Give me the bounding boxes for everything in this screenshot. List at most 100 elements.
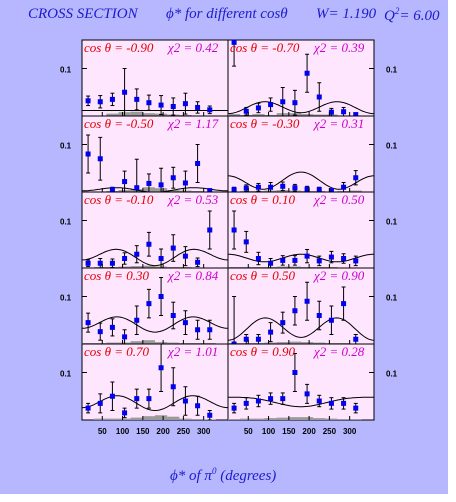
data-point: [280, 99, 286, 105]
systematic-bar: [94, 418, 107, 420]
data-point: [268, 184, 274, 190]
data-point: [195, 403, 201, 409]
systematic-bar: [288, 417, 301, 420]
data-point: [122, 256, 128, 261]
cos-theta-label: cos θ = -0.30: [230, 116, 300, 131]
fit-curve: [228, 396, 374, 408]
data-point: [353, 175, 359, 181]
data-point: [195, 259, 201, 265]
data-point: [231, 39, 237, 45]
data-point: [158, 102, 164, 108]
panel-grid: 0.1 cos θ = -0.90 χ2 = 0.42 0.1 cos θ = -0.7…: [60, 39, 398, 436]
x-tick-label: 200: [302, 427, 316, 436]
x-tick-label: 50: [244, 427, 253, 436]
data-point: [243, 108, 249, 114]
data-point: [231, 187, 237, 193]
data-point: [182, 398, 188, 404]
data-point: [280, 320, 286, 326]
data-point: [134, 317, 140, 323]
systematic-bar: [252, 418, 265, 420]
data-point: [85, 405, 91, 411]
data-point: [85, 320, 91, 326]
data-point: [170, 104, 176, 109]
title-q2-prefix: Q: [384, 8, 395, 24]
x-tick-label: 150: [282, 427, 296, 436]
title-phi-cos: ϕ* for different cosθ: [166, 6, 288, 22]
systematic-bar: [167, 416, 180, 420]
data-point: [122, 334, 128, 340]
data-point: [280, 257, 286, 263]
cos-theta-label: cos θ = 0.10: [230, 192, 295, 207]
x-axis-title-suffix: (degrees): [220, 468, 277, 484]
data-point: [122, 179, 128, 185]
systematic-bar: [130, 417, 143, 420]
data-point: [134, 185, 140, 191]
data-point: [341, 301, 347, 307]
x-tick-label: 300: [343, 427, 357, 436]
x-axis-title-prefix: ϕ* of π: [170, 468, 212, 484]
systematic-bar: [118, 266, 131, 268]
data-point: [109, 393, 115, 399]
systematic-bar: [240, 418, 253, 420]
data-point: [109, 96, 115, 102]
x-axis-title-sup: 0: [211, 466, 217, 476]
cos-theta-label: cos θ = -0.70: [230, 40, 300, 55]
data-point: [292, 370, 298, 375]
panel-frame: [227, 115, 375, 193]
data-point: [268, 396, 274, 402]
data-point: [328, 400, 334, 406]
y-tick-label: 0.1: [386, 218, 398, 227]
systematic-bar: [142, 265, 155, 268]
data-point: [195, 104, 201, 110]
panel-frame: [81, 343, 229, 421]
y-tick-label: 0.1: [60, 294, 72, 303]
data-point: [328, 317, 334, 323]
chi-squared-label: χ2 = 0.39: [312, 40, 365, 55]
panel-frame: [81, 267, 229, 345]
data-point: [316, 187, 322, 193]
data-point: [134, 96, 140, 102]
data-point: [146, 100, 152, 106]
panel-frame: [81, 191, 229, 269]
fit-curve: [228, 101, 374, 115]
systematic-bar: [179, 418, 192, 420]
data-point: [304, 70, 310, 76]
systematic-bar: [337, 419, 350, 420]
data-point: [304, 186, 310, 192]
systematic-bar: [130, 111, 143, 116]
data-point: [170, 313, 176, 318]
data-point: [231, 227, 237, 233]
data-point: [146, 180, 152, 186]
title-q2: Q2= 6.00: [384, 6, 439, 25]
x-tick-label: 100: [262, 427, 276, 436]
systematic-bar: [130, 266, 143, 268]
title-q2-sup: 2: [394, 6, 400, 16]
data-point: [85, 151, 91, 157]
data-point: [182, 101, 188, 107]
cos-theta-label: cos θ = -0.10: [84, 192, 154, 207]
data-point: [97, 156, 103, 162]
data-point: [182, 180, 188, 186]
data-point: [341, 256, 347, 261]
data-point: [207, 412, 213, 418]
systematic-bar: [349, 419, 362, 420]
systematic-bar: [276, 342, 289, 344]
data-point: [255, 398, 261, 404]
y-tick-label: 0.1: [386, 66, 398, 75]
cos-theta-label: cos θ = 0.90: [230, 344, 295, 359]
cos-theta-label: cos θ = 0.30: [84, 268, 149, 283]
y-tick-label: 0.1: [60, 218, 72, 227]
data-point: [255, 336, 261, 342]
data-point: [341, 184, 347, 190]
data-point: [158, 294, 164, 299]
data-point: [353, 336, 359, 342]
chi-squared-label: χ2 = 0.50: [312, 192, 365, 207]
x-tick-label: 300: [197, 427, 211, 436]
data-point: [304, 253, 310, 259]
systematic-bar: [142, 113, 155, 116]
data-point: [146, 301, 152, 307]
data-point: [341, 109, 347, 115]
y-tick-label: 0.1: [60, 370, 72, 379]
systematic-bar: [142, 416, 155, 420]
y-tick-label: 0.1: [60, 142, 72, 151]
